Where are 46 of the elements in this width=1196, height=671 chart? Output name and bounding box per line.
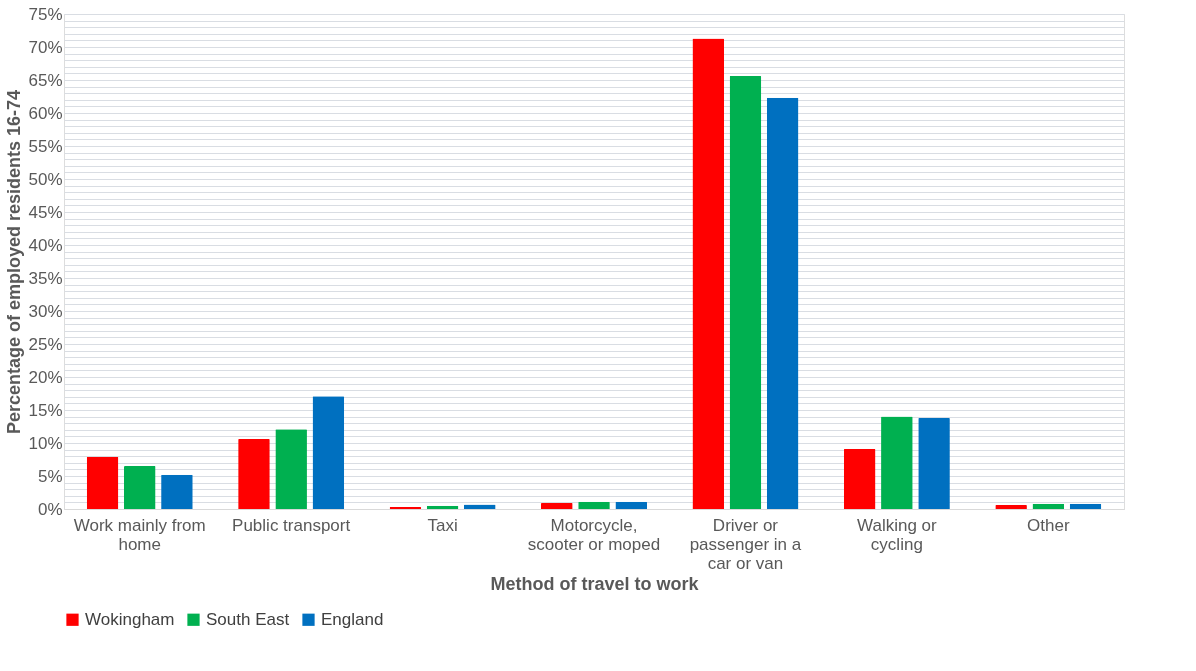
x-axis-title: Method of travel to work: [490, 573, 700, 594]
y-tick-label: 40%: [28, 235, 63, 255]
y-tick-label: 55%: [28, 136, 63, 156]
y-tick-label: 75%: [28, 4, 63, 24]
bar: [766, 97, 799, 509]
x-tick-label: Other: [1027, 515, 1070, 535]
y-tick-label: 50%: [28, 169, 63, 189]
bar: [275, 429, 307, 509]
legend-label: Wokingham: [85, 609, 175, 629]
bar: [1032, 503, 1065, 509]
y-tick-label: 25%: [28, 334, 63, 354]
x-tick-label: Driver or passenger in a car or van: [689, 515, 802, 573]
y-tick-label: 70%: [28, 37, 63, 57]
bar: [918, 417, 950, 509]
bar: [312, 396, 345, 509]
bar: [1069, 503, 1102, 509]
bar: [881, 416, 913, 509]
x-tick-label: Public transport: [232, 515, 351, 535]
bar: [161, 474, 193, 509]
bar: [541, 503, 573, 509]
x-tick-label: Walking or cycling: [857, 515, 938, 554]
bar: [692, 38, 725, 509]
y-axis-title: Percentage of employed residents 16-74: [4, 89, 25, 435]
bar: [729, 76, 762, 509]
legend-label: South East: [206, 609, 290, 629]
y-tick-label: 60%: [28, 103, 63, 123]
bar: [123, 466, 156, 509]
x-tick-label: Work mainly from home: [73, 515, 206, 554]
bar: [238, 439, 270, 509]
bar: [615, 501, 647, 509]
y-tick-label: 20%: [28, 367, 63, 387]
y-tick-label: 15%: [28, 400, 63, 420]
legend-label: England: [321, 609, 384, 629]
y-tick-label: 65%: [28, 70, 63, 90]
y-tick-label: 0%: [37, 499, 63, 519]
y-tick-label: 45%: [28, 202, 63, 222]
y-tick-label: 10%: [28, 433, 63, 453]
bar: [86, 456, 119, 509]
x-tick-label: Taxi: [427, 515, 458, 535]
y-tick-label: 5%: [37, 466, 63, 486]
bar: [995, 505, 1027, 509]
y-tick-label: 35%: [28, 268, 63, 288]
bar: [843, 448, 876, 509]
y-tick-label: 30%: [28, 301, 63, 321]
bar: [578, 501, 610, 509]
x-tick-label: Motorcycle, scooter or moped: [527, 515, 661, 554]
